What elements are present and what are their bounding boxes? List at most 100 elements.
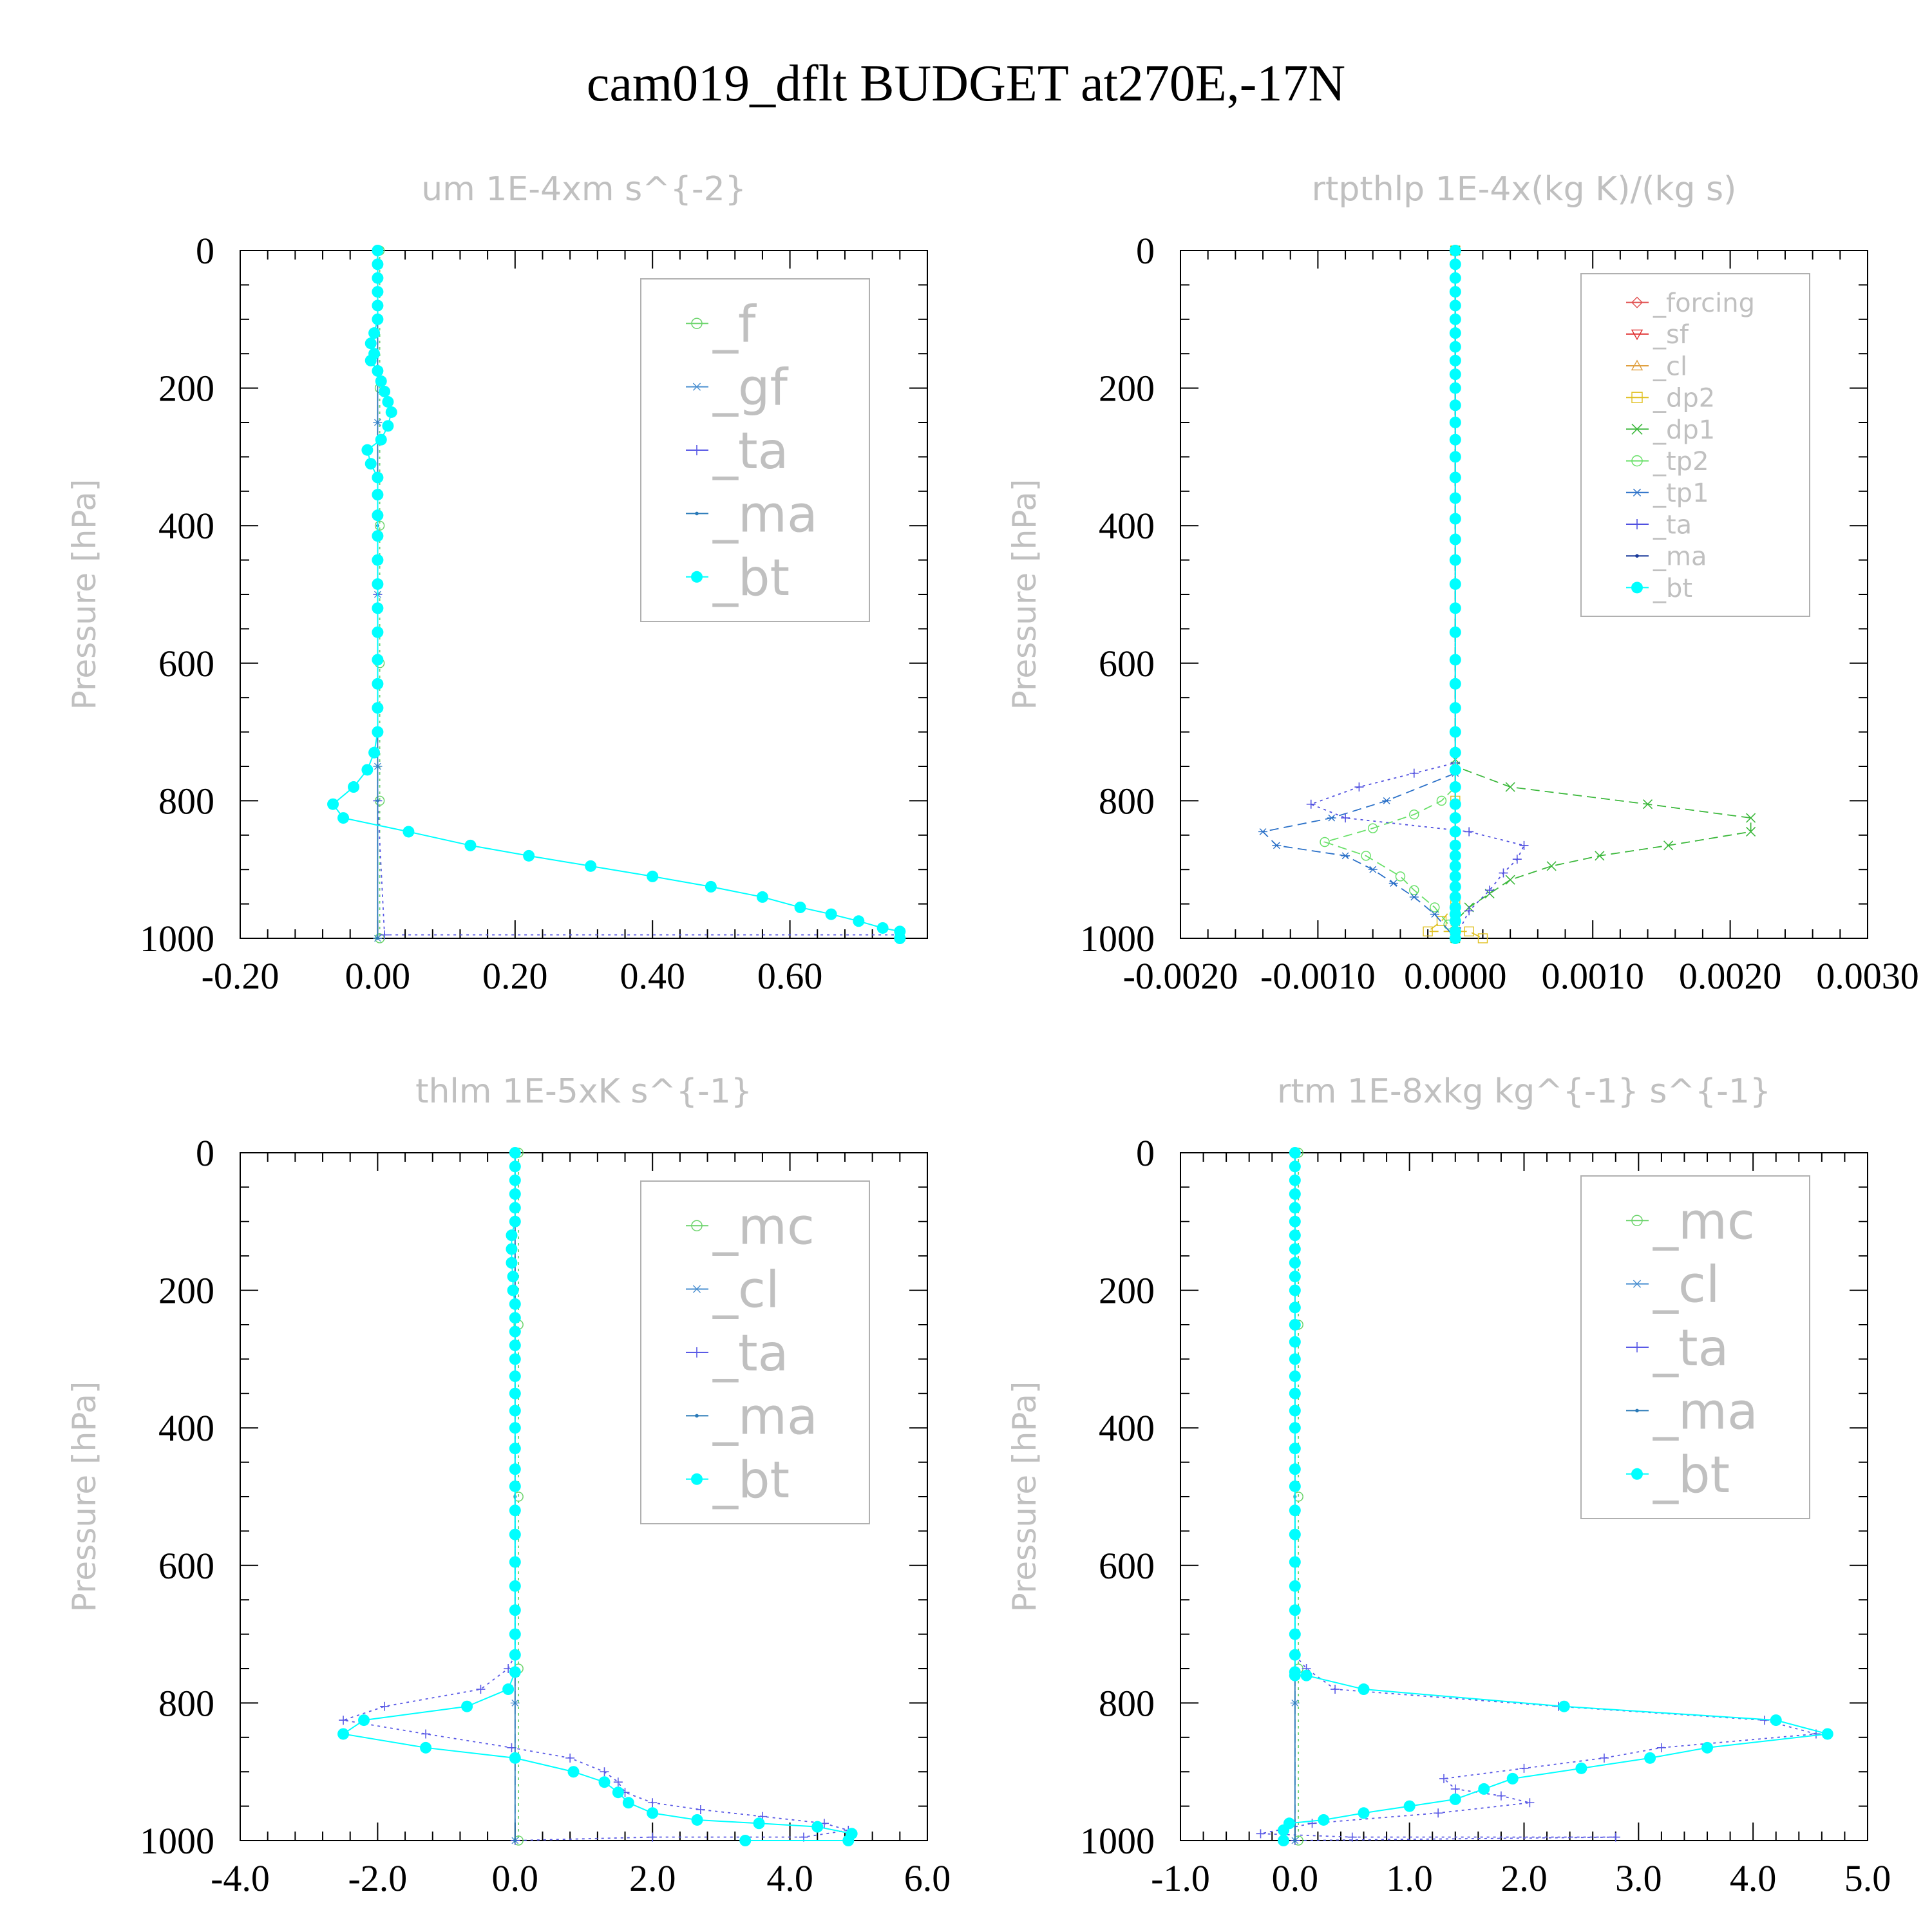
data-point	[372, 626, 384, 638]
data-point	[612, 1786, 624, 1799]
legend-label: _bt	[1653, 1446, 1730, 1504]
data-point	[1449, 746, 1461, 759]
data-point	[509, 1215, 521, 1227]
data-point	[1642, 799, 1653, 810]
legend-marker	[692, 1347, 702, 1358]
data-point	[509, 1443, 521, 1455]
data-point	[1449, 798, 1461, 810]
legend-label: _mc	[712, 1198, 815, 1256]
series-line	[343, 1153, 849, 1841]
legend-label: _ta	[712, 1325, 788, 1383]
x-tick-label: 0.00	[345, 955, 411, 997]
data-point	[339, 1716, 348, 1725]
data-point	[1449, 602, 1461, 614]
data-point	[1289, 1353, 1301, 1365]
data-point	[1289, 1147, 1301, 1159]
data-point	[421, 1729, 431, 1739]
data-point	[1341, 813, 1350, 823]
data-point	[509, 1353, 521, 1365]
legend-label: _tp1	[1653, 478, 1709, 508]
x-tick-label: -2.0	[348, 1857, 407, 1899]
x-tick-label: 1.0	[1386, 1857, 1433, 1899]
x-tick-label: 4.0	[766, 1857, 813, 1899]
data-point	[372, 471, 384, 484]
legend-box	[1580, 273, 1810, 617]
data-point	[1289, 1256, 1301, 1269]
data-point	[372, 509, 384, 522]
data-point	[509, 1666, 521, 1678]
data-point	[372, 286, 384, 298]
legend-marker	[1632, 1342, 1642, 1352]
data-point	[372, 313, 384, 325]
data-point	[1512, 855, 1522, 864]
data-point	[1368, 823, 1378, 833]
data-point	[1449, 433, 1461, 446]
data-point	[509, 1340, 521, 1352]
y-tick-label: 400	[158, 1407, 214, 1449]
data-point	[379, 385, 391, 397]
data-point	[509, 1188, 521, 1200]
data-point	[567, 1766, 580, 1778]
legend-label: _ma	[1653, 542, 1707, 572]
data-point	[365, 354, 377, 366]
data-point	[372, 702, 384, 714]
data-point	[1449, 513, 1461, 525]
data-point	[1341, 852, 1350, 860]
y-axis-label: Pressure [hPa]	[66, 1381, 103, 1613]
legend-box	[1580, 1175, 1810, 1519]
data-point	[1289, 1422, 1301, 1434]
data-point	[1289, 1604, 1301, 1616]
series-line	[1262, 251, 1456, 939]
data-point	[1449, 677, 1461, 690]
data-point	[1256, 1829, 1265, 1839]
data-point	[1289, 1284, 1301, 1296]
data-point	[1395, 871, 1406, 882]
series-group	[1258, 245, 1756, 944]
data-point	[365, 337, 377, 350]
data-point	[1449, 313, 1461, 325]
y-tick-label: 400	[1099, 1407, 1155, 1449]
data-point	[337, 812, 350, 824]
data-point	[372, 530, 384, 542]
y-tick-label: 200	[1099, 1270, 1155, 1312]
series-group	[327, 245, 906, 944]
data-point	[509, 1463, 521, 1475]
data-point	[374, 520, 385, 531]
data-point	[348, 781, 360, 793]
data-point	[1449, 341, 1461, 353]
legend-box	[640, 1180, 870, 1524]
data-point	[1289, 1628, 1301, 1640]
data-point	[507, 1284, 519, 1296]
legend-label: _ta	[1653, 1320, 1728, 1378]
data-point	[1496, 1791, 1506, 1801]
legend-label: _bt	[712, 1452, 790, 1510]
data-point	[509, 1405, 521, 1417]
data-point	[513, 1839, 517, 1842]
y-tick-label: 1000	[1080, 1820, 1155, 1862]
data-point	[1289, 1580, 1301, 1592]
legend-marker	[692, 445, 702, 455]
data-point	[509, 1752, 521, 1764]
data-point	[842, 1835, 855, 1846]
panel-1: um 1E-4xm s^{-2} Pressure [hPa] 0 200 400 600…	[66, 170, 928, 997]
data-point	[1300, 1669, 1312, 1681]
legend-marker	[691, 317, 703, 329]
data-point	[1278, 1835, 1290, 1846]
data-point	[1546, 861, 1557, 871]
x-tick-label: 5.0	[1844, 1857, 1891, 1899]
legend-marker	[1632, 488, 1642, 497]
data-point	[1449, 702, 1461, 714]
legend-label: _dp1	[1653, 415, 1715, 445]
x-tick-label: 0.0	[1272, 1857, 1319, 1899]
data-point	[375, 936, 379, 940]
data-point	[506, 1256, 518, 1269]
y-tick-label: 200	[158, 368, 214, 410]
y-tick-label: 800	[158, 1682, 214, 1724]
data-point	[1289, 1336, 1301, 1348]
data-point	[1611, 1832, 1620, 1842]
data-point	[372, 365, 384, 377]
data-point	[1595, 851, 1605, 861]
data-point	[1409, 768, 1419, 778]
data-point	[375, 375, 387, 387]
data-point	[753, 1817, 765, 1830]
